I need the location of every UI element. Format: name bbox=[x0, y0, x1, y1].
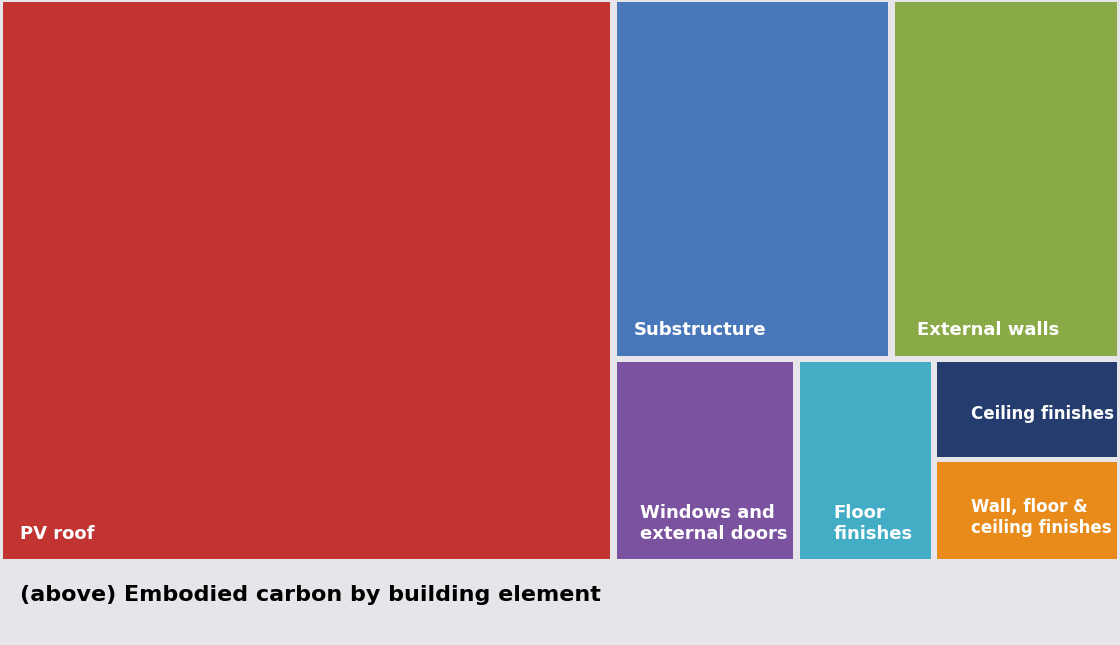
Text: PV roof: PV roof bbox=[20, 524, 95, 542]
Bar bbox=[937, 362, 1117, 457]
Text: Wall, floor &
ceiling finishes: Wall, floor & ceiling finishes bbox=[971, 498, 1112, 537]
Bar bbox=[895, 2, 1117, 356]
Text: (above) Embodied carbon by building element: (above) Embodied carbon by building elem… bbox=[20, 584, 601, 604]
Text: Ceiling finishes: Ceiling finishes bbox=[971, 405, 1114, 423]
Bar bbox=[800, 362, 931, 559]
Text: Substructure: Substructure bbox=[634, 321, 766, 339]
Bar bbox=[3, 2, 610, 559]
Text: External walls: External walls bbox=[917, 321, 1060, 339]
Bar bbox=[617, 2, 888, 356]
Bar bbox=[617, 362, 793, 559]
Text: Windows and
external doors: Windows and external doors bbox=[640, 504, 787, 542]
Text: Floor
finishes: Floor finishes bbox=[833, 504, 913, 542]
Bar bbox=[937, 462, 1117, 559]
